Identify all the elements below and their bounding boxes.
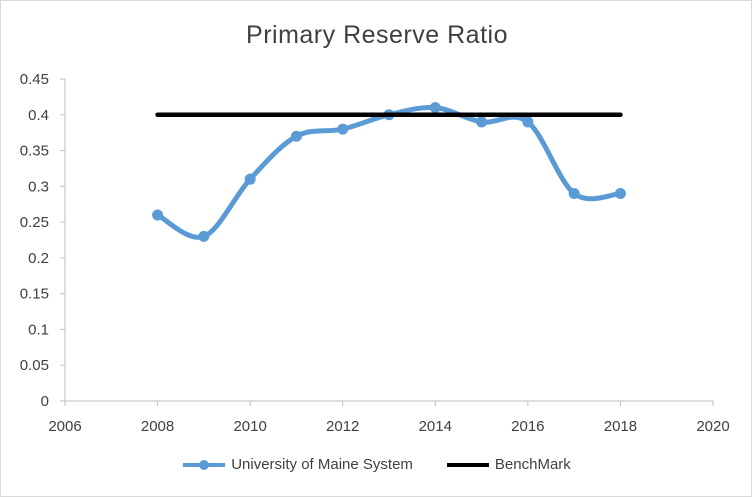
data-point <box>429 102 441 114</box>
x-tick-label: 2012 <box>326 418 359 435</box>
series-line-university <box>155 104 623 240</box>
legend-line-icon <box>446 462 489 467</box>
data-point <box>337 123 349 135</box>
y-tick-label: 0.35 <box>20 143 49 160</box>
data-point <box>198 230 210 242</box>
x-tick-label: 2014 <box>419 418 452 435</box>
chart-title: Primary Reserve Ratio <box>246 21 508 49</box>
y-tick-label: 0.25 <box>20 214 49 231</box>
y-tick-label: 0.4 <box>28 107 49 124</box>
legend-item-university: University of Maine System <box>183 456 413 473</box>
legend-line-marker-icon <box>183 459 226 470</box>
data-point <box>568 187 580 199</box>
legend-label-university: University of Maine System <box>231 456 413 473</box>
legend-label-benchmark: BenchMark <box>494 456 571 473</box>
x-tick-label: 2016 <box>511 418 544 435</box>
x-tick-label: 2020 <box>696 418 729 435</box>
y-tick-label: 0.05 <box>20 357 49 374</box>
y-tick-label: 0.3 <box>28 178 49 195</box>
x-tick-label: 2018 <box>604 418 637 435</box>
data-point <box>476 116 488 128</box>
x-tick-label: 2008 <box>141 418 174 435</box>
legend: University of Maine System BenchMark <box>1 456 751 473</box>
y-tick-label: 0.45 <box>20 71 49 88</box>
y-tick-label: 0 <box>41 393 49 410</box>
data-point <box>290 130 302 142</box>
data-point <box>614 187 626 199</box>
legend-item-benchmark: BenchMark <box>446 456 571 473</box>
x-tick-label: 2006 <box>48 418 81 435</box>
y-tick-label: 0.1 <box>28 321 49 338</box>
data-point <box>522 116 534 128</box>
y-tick-label: 0.2 <box>28 250 49 267</box>
y-tick-label: 0.15 <box>20 286 49 303</box>
x-tick-label: 2010 <box>233 418 266 435</box>
data-point <box>152 209 164 221</box>
data-point <box>244 173 256 185</box>
